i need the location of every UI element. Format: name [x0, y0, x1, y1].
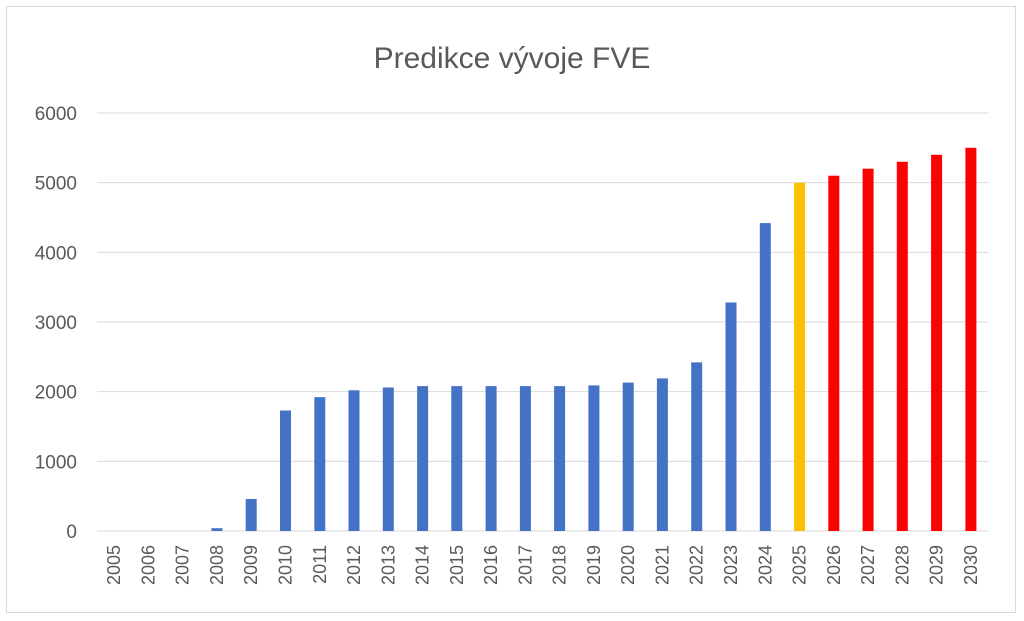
y-tick-label: 6000	[35, 104, 77, 125]
bar-2020	[622, 382, 634, 531]
y-tick-label: 2000	[35, 383, 77, 404]
x-tick-label: 2010	[276, 545, 296, 585]
bar-2010	[280, 410, 291, 531]
x-axis-ticks: 2005 2006 2007 2008 2009 2010 2011 2012 2013 2014…	[104, 545, 981, 585]
bar-2013	[382, 387, 394, 531]
bar-2018	[554, 386, 566, 531]
bar-2015	[451, 386, 463, 531]
bar-2021	[656, 378, 668, 531]
bar-2011	[314, 397, 326, 531]
x-tick-label: 2017	[515, 545, 535, 585]
x-tick-label: 2021	[652, 545, 672, 585]
bar-2008	[211, 528, 223, 531]
x-tick-label: 2025	[790, 545, 810, 585]
x-tick-label: 2019	[584, 545, 604, 585]
x-tick-label: 2014	[413, 545, 433, 585]
x-tick-label: 2012	[344, 545, 364, 585]
x-tick-label: 2018	[550, 545, 570, 585]
x-tick-label: 2028	[892, 545, 912, 585]
bars	[211, 147, 977, 532]
bar-2014	[417, 386, 429, 531]
bar-2017	[519, 386, 531, 531]
x-tick-label: 2026	[824, 545, 844, 585]
y-tick-label: 1000	[35, 452, 77, 473]
bar-2029	[931, 154, 943, 532]
y-tick-label: 0	[66, 522, 77, 543]
y-axis-ticks: 0 1000 2000 3000 4000 5000 6000	[35, 104, 77, 543]
bar-2009	[245, 499, 257, 531]
bar-2012	[348, 390, 360, 531]
x-tick-label: 2006	[138, 545, 158, 585]
x-tick-label: 2024	[755, 545, 775, 585]
bar-2026	[828, 175, 840, 531]
y-tick-label: 5000	[35, 174, 77, 195]
x-tick-label: 2030	[961, 545, 981, 585]
x-tick-label: 2015	[447, 545, 467, 585]
bar-2023	[725, 302, 737, 531]
bar-2025	[794, 182, 805, 531]
bar-2030	[965, 147, 977, 532]
x-tick-label: 2007	[173, 545, 193, 585]
bar-2016	[485, 386, 497, 531]
bar-2027	[862, 168, 874, 531]
x-tick-label: 2011	[310, 545, 330, 584]
chart-title: Predikce vývoje FVE	[374, 42, 651, 75]
bar-2022	[691, 362, 703, 531]
x-tick-label: 2020	[618, 545, 638, 585]
x-tick-label: 2022	[687, 545, 707, 585]
y-tick-label: 4000	[35, 243, 77, 264]
x-tick-label: 2023	[721, 545, 741, 585]
bar-2019	[588, 385, 600, 531]
x-tick-label: 2009	[241, 545, 261, 585]
x-tick-label: 2005	[104, 545, 124, 585]
x-tick-label: 2013	[378, 545, 398, 585]
chart-frame	[6, 6, 1016, 613]
bar-2024	[759, 223, 771, 531]
bar-2028	[896, 161, 908, 532]
gridlines	[97, 112, 988, 532]
y-tick-label: 3000	[35, 313, 77, 334]
x-tick-label: 2029	[927, 545, 947, 585]
x-tick-label: 2008	[207, 545, 227, 585]
x-tick-label: 2027	[858, 545, 878, 585]
x-tick-label: 2016	[481, 545, 501, 585]
